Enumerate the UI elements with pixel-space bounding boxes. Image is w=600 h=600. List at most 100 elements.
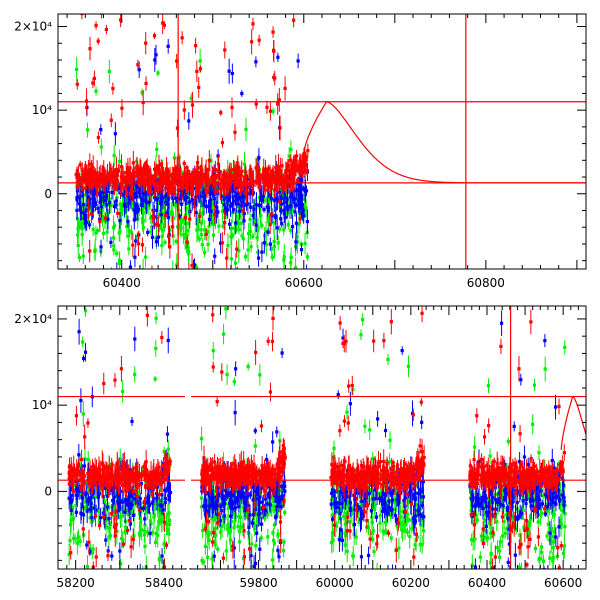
green-series-point bbox=[283, 331, 286, 334]
red-series-point bbox=[300, 169, 304, 173]
red-series-point bbox=[157, 168, 162, 172]
blue-series-point bbox=[92, 189, 97, 193]
red-series-point bbox=[283, 86, 287, 91]
green-series-point bbox=[108, 534, 112, 538]
red-series-point bbox=[229, 173, 233, 177]
red-series-point bbox=[237, 179, 241, 183]
green-series-point bbox=[162, 542, 167, 546]
green-series-point bbox=[106, 596, 109, 599]
green-series-point bbox=[91, 547, 95, 551]
green-series-point bbox=[210, 557, 214, 561]
red-series-point bbox=[190, 263, 194, 268]
blue-series-point bbox=[88, 190, 92, 194]
blue-series-point bbox=[258, 203, 262, 207]
red-series-point bbox=[170, 172, 174, 176]
red-series-point bbox=[89, 212, 94, 216]
red-series-point bbox=[241, 209, 245, 213]
blue-series-point bbox=[118, 218, 122, 223]
red-series-point bbox=[93, 175, 97, 179]
green-series-point bbox=[85, 128, 90, 132]
blue-series-point bbox=[124, 498, 128, 502]
green-series-point bbox=[81, 340, 85, 344]
red-series-point bbox=[109, 118, 113, 122]
blue-series-point bbox=[133, 337, 137, 341]
red-series-point bbox=[158, 172, 162, 176]
blue-series-point bbox=[167, 498, 171, 502]
red-series-point bbox=[142, 500, 147, 504]
green-series-point bbox=[138, 516, 143, 520]
red-series-point bbox=[197, 183, 201, 187]
green-series-point bbox=[258, 373, 262, 377]
blue-series-point bbox=[108, 200, 112, 205]
green-series-point bbox=[126, 512, 130, 516]
green-series-point bbox=[163, 198, 167, 203]
blue-series-point bbox=[137, 68, 141, 72]
red-series-point bbox=[223, 48, 227, 52]
green-series-point bbox=[149, 521, 153, 525]
green-series-point bbox=[115, 195, 119, 200]
red-series-point bbox=[145, 313, 149, 317]
blue-series-point bbox=[219, 241, 223, 245]
red-series-point bbox=[74, 414, 79, 418]
red-series-point bbox=[131, 243, 135, 247]
blue-series-point bbox=[206, 204, 211, 208]
green-series-point bbox=[143, 544, 147, 548]
red-series-point bbox=[163, 172, 167, 176]
green-series-point bbox=[105, 518, 109, 522]
red-series-point bbox=[102, 175, 106, 180]
red-series-point bbox=[86, 207, 91, 211]
green-series-point bbox=[211, 272, 214, 275]
green-series-point bbox=[203, 544, 207, 548]
green-series-point bbox=[171, 234, 175, 238]
green-series-point bbox=[214, 533, 218, 537]
red-series-point bbox=[175, 170, 179, 175]
blue-series-point bbox=[213, 254, 217, 258]
blue-series-point bbox=[166, 338, 170, 343]
green-series-point bbox=[259, 213, 263, 218]
blue-series-point bbox=[75, 493, 79, 498]
green-series-point bbox=[167, 518, 172, 523]
green-series-point bbox=[184, 206, 189, 211]
red-series-point bbox=[210, 175, 214, 179]
green-series-point bbox=[242, 557, 246, 561]
red-series-point bbox=[148, 170, 152, 174]
green-series-point bbox=[238, 515, 243, 519]
red-series-point bbox=[102, 381, 106, 386]
green-series-point bbox=[226, 506, 230, 511]
red-series-point bbox=[294, 154, 299, 158]
red-series-point bbox=[197, 186, 202, 190]
green-series-point bbox=[255, 520, 260, 524]
blue-series-point bbox=[279, 209, 283, 213]
green-series-point bbox=[118, 258, 122, 262]
bottom-segment-2: 59800 60000 60200 60400 60600 bbox=[189, 305, 587, 590]
green-series-point bbox=[153, 502, 158, 507]
blue-series-point bbox=[145, 200, 149, 205]
blue-series-point bbox=[283, 215, 287, 220]
green-series-point bbox=[205, 230, 209, 234]
blue-series-point bbox=[109, 240, 113, 244]
green-series-point bbox=[206, 242, 210, 246]
red-series-point bbox=[111, 86, 115, 91]
blue-series-point bbox=[99, 205, 104, 209]
red-series-point bbox=[119, 175, 123, 179]
red-series-point bbox=[274, 166, 278, 170]
red-series-point bbox=[94, 469, 99, 474]
red-series-point bbox=[195, 161, 200, 165]
blue-series-point bbox=[297, 184, 302, 188]
red-series-point bbox=[195, 69, 199, 73]
blue-series-point bbox=[208, 198, 213, 202]
red-series-point bbox=[137, 508, 142, 512]
red-series-point bbox=[204, 179, 208, 183]
green-series-point bbox=[132, 534, 136, 538]
green-series-point bbox=[132, 187, 137, 191]
red-series-point bbox=[72, 466, 76, 470]
red-series bbox=[74, 14, 310, 269]
blue-series-point bbox=[259, 198, 264, 202]
red-series-point bbox=[136, 173, 140, 177]
blue-series-point bbox=[227, 222, 232, 226]
red-series-point bbox=[80, 168, 84, 172]
red-series-point bbox=[110, 512, 114, 516]
bottom-segment-1: 58200 58400 bbox=[57, 305, 187, 599]
blue-series-point bbox=[286, 205, 290, 209]
blue-series-point bbox=[262, 207, 266, 212]
